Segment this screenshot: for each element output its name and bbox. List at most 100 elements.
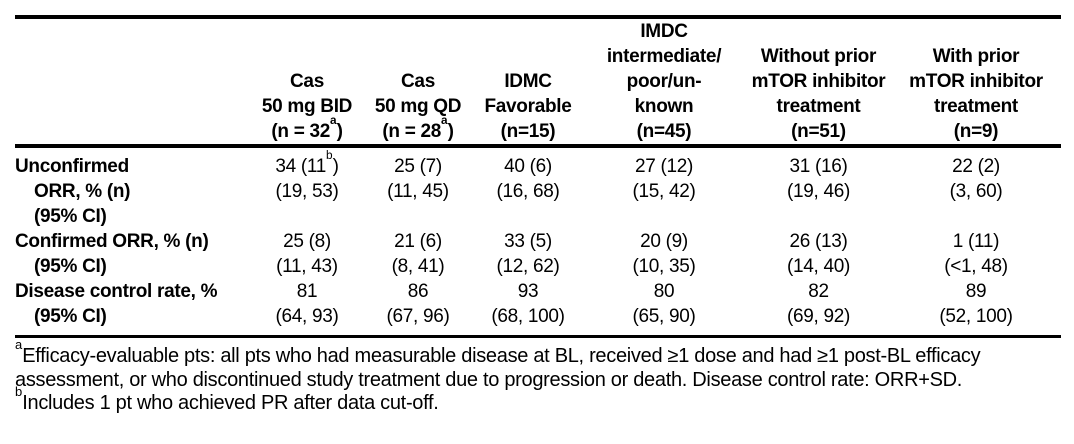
col-title-line: poor/un- xyxy=(626,71,702,92)
row-label-line: ORR, % (n) xyxy=(34,181,131,202)
col-title-line: IMDC xyxy=(640,21,688,42)
footnote-marker-a: a xyxy=(441,114,448,128)
cell-ci: (10, 35) xyxy=(632,256,696,277)
row-label-line: Confirmed ORR, % (n) xyxy=(15,231,209,252)
table-cell: 20 (9) (10, 35) xyxy=(582,229,746,279)
table-cell: 81 (64, 93) xyxy=(252,279,362,337)
cell-value: 27 (12) xyxy=(634,156,694,177)
row-label-line: (95% CI) xyxy=(34,306,107,327)
table-cell: 86 (67, 96) xyxy=(362,279,474,337)
row-confirmed-orr: Confirmed ORR, % (n) (95% CI) 25 (8) (11… xyxy=(15,229,1061,279)
cell-value: 86 xyxy=(407,281,429,302)
cell-ci: (19, 53) xyxy=(275,181,339,202)
cell-ci: (68, 100) xyxy=(491,306,565,327)
table-container: Cas 50 mg BID (n = 32a) Cas 50 mg QD (n … xyxy=(15,15,1061,416)
table-cell: 21 (6) (8, 41) xyxy=(362,229,474,279)
cell-ci: (52, 100) xyxy=(939,306,1013,327)
cell-ci: (69, 92) xyxy=(786,306,851,327)
col-title-line: mTOR inhibitor xyxy=(909,71,1043,92)
cell-value: 33 (5) xyxy=(504,231,552,252)
table-cell: 80 (65, 90) xyxy=(582,279,746,337)
row-label: Confirmed ORR, % (n) (95% CI) xyxy=(15,229,252,279)
cell-ci: (11, 45) xyxy=(387,181,449,202)
footnote-marker-b: b xyxy=(326,149,333,163)
row-label-line: Unconfirmed xyxy=(15,156,129,177)
cell-value: 1 (11) xyxy=(952,231,1000,252)
cell-value: 26 (13) xyxy=(789,231,848,252)
col-title-line: 50 mg QD xyxy=(374,96,462,117)
cell-value: 80 xyxy=(653,281,675,302)
footnote-a: aEfficacy-evaluable pts: all pts who had… xyxy=(15,338,1020,392)
cell-value: 89 xyxy=(965,281,987,302)
cell-ci: (64, 93) xyxy=(275,306,339,327)
col-n-line: (n=15) xyxy=(500,121,556,142)
col-n-line: (n=9) xyxy=(953,121,999,142)
cell-ci: (19, 46) xyxy=(786,181,851,202)
col-n-line: (n=51) xyxy=(791,121,846,142)
cell-value: 22 (2) xyxy=(952,156,1000,177)
row-label-line: (95% CI) xyxy=(34,256,107,277)
row-label-line: Disease control rate, % xyxy=(15,281,218,302)
cell-ci: (67, 96) xyxy=(386,306,450,327)
footnote-marker-a: a xyxy=(15,337,23,353)
row-label-column-stub xyxy=(15,17,252,148)
col-title-line: With prior xyxy=(932,46,1020,67)
table-cell: 40 (6) (16, 68) xyxy=(474,146,582,229)
table-cell: 89 (52, 100) xyxy=(891,279,1061,337)
cell-value: 81 xyxy=(296,281,318,302)
cell-ci: (14, 40) xyxy=(786,256,851,277)
cell-value: 82 xyxy=(808,281,829,302)
col-header-without-prior-mtor: Without prior mTOR inhibitor treatment (… xyxy=(746,17,891,148)
col-header-imdc-intermediate-poor-unknown: IMDC intermediate/ poor/un- known (n=45) xyxy=(582,17,746,148)
col-title-line: known xyxy=(634,96,694,117)
col-title-line: Without prior xyxy=(760,46,877,67)
col-title-line: Cas xyxy=(290,71,324,92)
cell-value: 40 (6) xyxy=(504,156,552,177)
table-cell: 25 (8) (11, 43) xyxy=(252,229,362,279)
cell-value: 25 (7) xyxy=(394,156,442,177)
col-title-line: intermediate/ xyxy=(606,46,722,67)
col-n-line: (n = 28a) xyxy=(382,114,454,142)
col-header-cas-50mg-qd: Cas 50 mg QD (n = 28a) xyxy=(362,17,474,148)
row-label-line: (95% CI) xyxy=(34,206,107,227)
footnote-marker-a: a xyxy=(330,114,337,128)
col-title-line: Favorable xyxy=(484,96,572,117)
header-row: Cas 50 mg BID (n = 32a) Cas 50 mg QD (n … xyxy=(15,17,1061,148)
footnote-b: bIncludes 1 pt who achieved PR after dat… xyxy=(15,385,1020,416)
table-cell: 31 (16) (19, 46) xyxy=(746,146,891,229)
col-header-cas-50mg-bid: Cas 50 mg BID (n = 32a) xyxy=(252,17,362,148)
col-title-line: treatment xyxy=(776,96,861,117)
col-title-line: 50 mg BID xyxy=(261,96,353,117)
table-cell: 22 (2) (3, 60) xyxy=(891,146,1061,229)
cell-value: 20 (9) xyxy=(640,231,688,252)
table-cell: 82 (69, 92) xyxy=(746,279,891,337)
footnote-marker-b: b xyxy=(15,384,23,400)
col-title-line: mTOR inhibitor xyxy=(751,71,886,92)
cell-ci: (65, 90) xyxy=(632,306,696,327)
col-header-idmc-favorable: IDMC Favorable (n=15) xyxy=(474,17,582,148)
table-cell: 34 (11b) (19, 53) xyxy=(252,146,362,229)
cell-value: 93 xyxy=(517,281,539,302)
cell-value: 21 (6) xyxy=(394,231,442,252)
cell-ci: (8, 41) xyxy=(391,256,445,277)
cell-ci: (16, 68) xyxy=(496,181,560,202)
cell-value: 34 (11b) xyxy=(275,149,339,177)
row-unconfirmed-orr: Unconfirmed ORR, % (n) (95% CI) 34 (11b)… xyxy=(15,146,1061,229)
col-n-line: (n=45) xyxy=(636,121,692,142)
table-cell: 93 (68, 100) xyxy=(474,279,582,337)
cell-ci: (3, 60) xyxy=(949,181,1003,202)
cell-ci: (15, 42) xyxy=(632,181,696,202)
col-header-with-prior-mtor: With prior mTOR inhibitor treatment (n=9… xyxy=(891,17,1061,148)
efficacy-results-table: Cas 50 mg BID (n = 32a) Cas 50 mg QD (n … xyxy=(15,15,1061,338)
cell-value: 25 (8) xyxy=(283,231,331,252)
table-cell: 33 (5) (12, 62) xyxy=(474,229,582,279)
cell-ci: (<1, 48) xyxy=(944,256,1008,277)
col-n-line: (n = 32a) xyxy=(271,114,343,142)
footnote-text: Includes 1 pt who achieved PR after data… xyxy=(22,392,439,414)
row-disease-control-rate: Disease control rate, % (95% CI) 81 (64,… xyxy=(15,279,1061,337)
cell-ci: (11, 43) xyxy=(276,256,338,277)
table-cell: 1 (11) (<1, 48) xyxy=(891,229,1061,279)
footnote-text: Efficacy-evaluable pts: all pts who had … xyxy=(15,345,981,391)
table-cell: 27 (12) (15, 42) xyxy=(582,146,746,229)
